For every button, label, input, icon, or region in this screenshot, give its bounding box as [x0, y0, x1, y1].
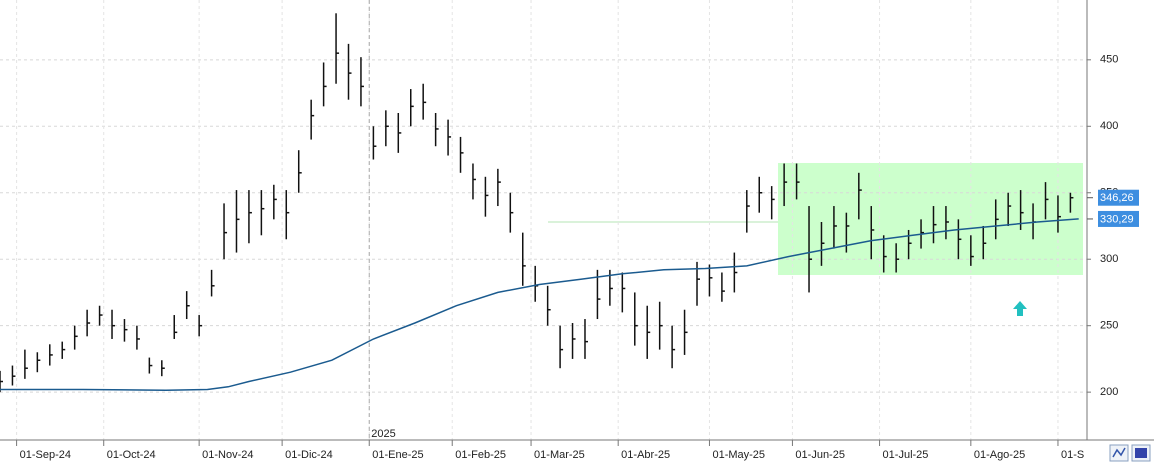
y-tick-label: 250 [1100, 320, 1118, 332]
x-tick-label: 01-Oct-24 [107, 449, 156, 461]
axes: 20025030035040045001-Sep-2401-Oct-2401-N… [16, 54, 1139, 461]
x-tick-label: 01-Jun-25 [795, 449, 845, 461]
x-tick-label: 01-Dic-24 [285, 449, 333, 461]
x-tick-label: 01-Ene-25 [372, 449, 423, 461]
moving-average-line [0, 218, 1079, 391]
x-tick-label: 01-Nov-24 [202, 449, 253, 461]
x-tick-label: 01-May-25 [712, 449, 765, 461]
year-marker-label: 2025 [371, 428, 395, 440]
x-tick-label: 01-Ago-25 [974, 449, 1025, 461]
x-tick-label: 01-S [1061, 449, 1084, 461]
marks [0, 13, 1079, 393]
x-tick-label: 01-Jul-25 [883, 449, 929, 461]
highlight-zone [778, 163, 1083, 275]
y-tick-label: 200 [1100, 386, 1118, 398]
last-value-box [1098, 189, 1139, 206]
y-tick-label: 450 [1100, 54, 1118, 66]
y-tick-label: 300 [1100, 253, 1118, 265]
x-tick-label: 01-Mar-25 [534, 449, 585, 461]
last-value-label: 346,26 [1100, 192, 1134, 204]
x-tick-label: 01-Feb-25 [455, 449, 506, 461]
x-tick-label: 01-Abr-25 [621, 449, 670, 461]
save-icon [1135, 448, 1147, 458]
arrow-icon [1013, 301, 1027, 316]
last-value-box [1098, 210, 1139, 227]
grid [0, 0, 1087, 440]
y-tick-label: 400 [1100, 120, 1118, 132]
x-tick-label: 01-Sep-24 [20, 449, 71, 461]
last-value-label: 330,29 [1100, 213, 1134, 225]
chart-type-icon [1112, 447, 1126, 458]
